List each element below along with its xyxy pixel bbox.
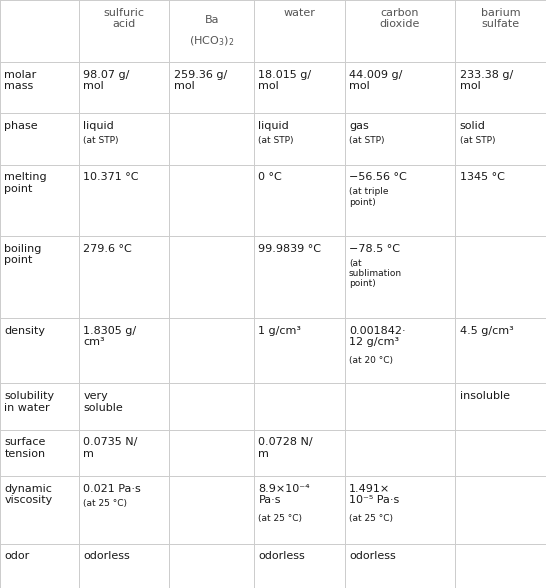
Text: 0.021 Pa·s: 0.021 Pa·s (83, 484, 141, 494)
Text: water: water (283, 8, 315, 18)
Text: −78.5 °C: −78.5 °C (349, 243, 400, 253)
Text: (at STP): (at STP) (258, 136, 294, 145)
Text: 18.015 g/
mol: 18.015 g/ mol (258, 69, 312, 91)
Text: (at triple
point): (at triple point) (349, 188, 388, 207)
Text: surface
tension: surface tension (4, 437, 46, 459)
Text: gas: gas (349, 121, 369, 131)
Text: (at 25 °C): (at 25 °C) (258, 514, 302, 523)
Text: −56.56 °C: −56.56 °C (349, 172, 407, 182)
Text: 10.371 °C: 10.371 °C (83, 172, 139, 182)
Text: carbon
dioxide: carbon dioxide (380, 8, 420, 29)
Text: 99.9839 °C: 99.9839 °C (258, 243, 322, 253)
Text: (at STP): (at STP) (83, 136, 118, 145)
Text: 4.5 g/cm³: 4.5 g/cm³ (460, 326, 514, 336)
Text: 279.6 °C: 279.6 °C (83, 243, 132, 253)
Text: 1.491×
10⁻⁵ Pa·s: 1.491× 10⁻⁵ Pa·s (349, 484, 399, 505)
Text: barium
sulfate: barium sulfate (481, 8, 520, 29)
Text: liquid: liquid (258, 121, 289, 131)
Text: 1.8305 g/
cm³: 1.8305 g/ cm³ (83, 326, 136, 347)
Text: very
soluble: very soluble (83, 391, 123, 413)
Text: odorless: odorless (349, 552, 396, 562)
Text: (at STP): (at STP) (460, 136, 495, 145)
Text: odorless: odorless (258, 552, 305, 562)
Text: 0.0735 N/
m: 0.0735 N/ m (83, 437, 138, 459)
Text: 1345 °C: 1345 °C (460, 172, 505, 182)
Text: Ba: Ba (204, 15, 219, 25)
Text: 44.009 g/
mol: 44.009 g/ mol (349, 69, 402, 91)
Text: density: density (4, 326, 45, 336)
Text: 259.36 g/
mol: 259.36 g/ mol (174, 69, 227, 91)
Text: insoluble: insoluble (460, 391, 510, 401)
Text: boiling
point: boiling point (4, 243, 41, 265)
Text: (at 25 °C): (at 25 °C) (349, 514, 393, 523)
Text: melting
point: melting point (4, 172, 47, 194)
Text: (at STP): (at STP) (349, 136, 384, 145)
Text: dynamic
viscosity: dynamic viscosity (4, 484, 52, 505)
Text: (at 25 °C): (at 25 °C) (83, 499, 127, 508)
Text: 1 g/cm³: 1 g/cm³ (258, 326, 301, 336)
Text: 0.0728 N/
m: 0.0728 N/ m (258, 437, 313, 459)
Text: 0.001842·
12 g/cm³: 0.001842· 12 g/cm³ (349, 326, 406, 347)
Text: 0 °C: 0 °C (258, 172, 282, 182)
Text: odor: odor (4, 552, 29, 562)
Text: 98.07 g/
mol: 98.07 g/ mol (83, 69, 129, 91)
Text: $\mathregular{(HCO_3)_2}$: $\mathregular{(HCO_3)_2}$ (189, 35, 234, 48)
Text: (at
sublimation
point): (at sublimation point) (349, 259, 402, 288)
Text: 233.38 g/
mol: 233.38 g/ mol (460, 69, 513, 91)
Text: solid: solid (460, 121, 486, 131)
Text: odorless: odorless (83, 552, 130, 562)
Text: molar
mass: molar mass (4, 69, 37, 91)
Text: (at 20 °C): (at 20 °C) (349, 356, 393, 365)
Text: liquid: liquid (83, 121, 114, 131)
Text: sulfuric
acid: sulfuric acid (104, 8, 145, 29)
Text: 8.9×10⁻⁴
Pa·s: 8.9×10⁻⁴ Pa·s (258, 484, 310, 505)
Text: phase: phase (4, 121, 38, 131)
Text: solubility
in water: solubility in water (4, 391, 55, 413)
